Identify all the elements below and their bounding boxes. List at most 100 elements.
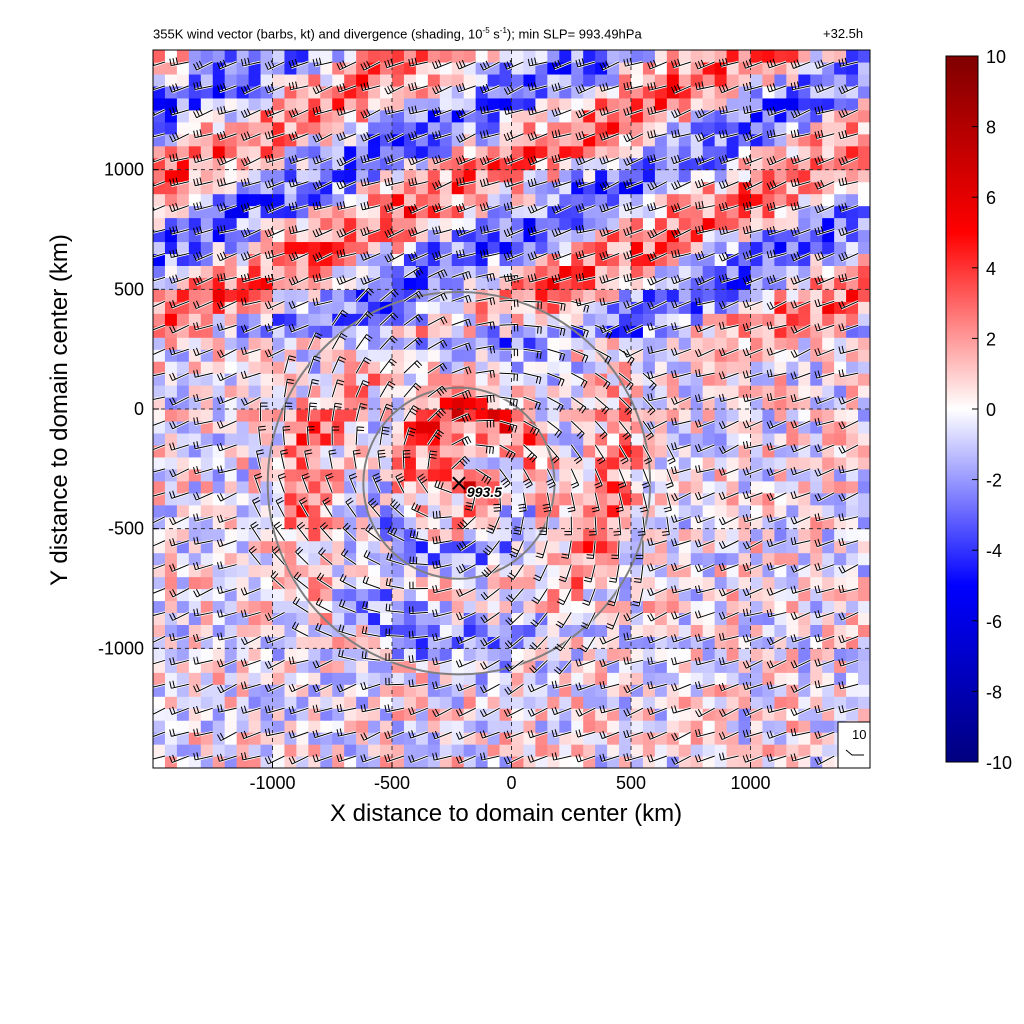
field-cell [571,313,584,326]
field-cell [308,409,321,422]
field-cell [188,361,202,374]
field-cell [702,193,716,207]
field-cell [631,624,644,637]
field-cell [308,492,321,506]
field-cell [678,600,692,614]
field-cell [714,648,728,661]
field-cell [212,576,226,590]
field-cell [858,564,870,578]
field-cell [236,50,250,63]
field-cell [858,277,870,290]
field-cell [451,193,465,207]
field-cell [595,552,608,566]
field-cell [153,50,166,63]
field-cell [678,528,692,542]
field-cell [344,564,357,578]
field-cell [702,456,716,470]
field-cell [487,444,501,458]
field-cell [535,217,548,231]
field-cell [427,480,441,494]
field-cell [738,337,752,350]
field-cell [451,744,465,757]
field-cell [678,217,692,231]
field-cell [403,612,417,625]
field-cell [726,73,740,87]
field-cell [320,313,333,326]
field-cell [702,145,716,159]
field-cell [475,492,489,506]
field-cell [403,277,417,290]
field-cell [332,73,345,87]
field-cell [786,504,799,518]
field-cell [320,361,333,374]
field-cell [475,349,489,362]
field-cell [368,373,381,386]
field-cell [762,361,775,374]
field-cell [463,217,477,231]
field-cell [666,708,680,721]
field-cell [380,265,393,278]
field-cell [164,217,178,231]
field-cell [200,480,214,494]
field-cell [535,480,548,494]
field-cell [559,576,572,590]
field-cell [834,169,847,183]
field-cell [607,97,620,111]
field-cell [642,576,656,590]
field-cell [690,432,704,446]
field-cell [547,720,560,733]
field-cell [308,672,321,685]
field-cell [260,624,274,637]
field-cell [750,337,764,350]
field-cell [475,576,489,590]
field-cell [344,373,357,386]
field-cell [224,480,238,494]
field-cell [619,756,632,768]
field-cell [786,121,799,135]
field-cell [619,253,632,266]
field-cell [439,552,453,566]
field-cell [607,385,620,398]
field-cell [762,205,775,219]
field-cell [356,540,369,554]
field-cell [762,648,775,661]
field-cell [595,337,608,350]
field-cell [403,696,417,709]
field-cell [427,397,441,410]
field-cell [439,277,453,290]
field-cell [380,432,393,446]
field-cell [547,612,560,625]
field-cell [200,361,214,374]
field-cell [487,744,501,757]
field-cell [176,313,190,326]
field-cell [427,504,441,518]
field-cell [392,373,405,386]
field-cell [212,480,226,494]
field-cell [188,528,202,542]
field-cell [523,409,536,422]
field-cell [631,504,644,518]
field-cell [619,313,632,326]
field-cell [188,648,202,661]
field-cell [774,121,787,135]
field-cell [702,361,716,374]
field-cell [212,540,226,554]
field-cell [619,265,632,278]
field-cell [714,504,728,518]
field-cell [810,301,823,314]
field-cell [619,552,632,566]
field-cell [427,552,441,566]
field-cell [415,97,429,111]
field-cell [439,456,453,470]
field-cell [463,73,477,87]
field-cell [619,409,632,422]
field-cell [451,756,465,768]
field-cell [296,516,309,530]
field-cell [475,552,489,566]
field-cell [750,50,764,63]
field-cell [236,492,250,506]
field-cell [260,576,274,590]
field-cell [631,432,644,446]
field-cell [619,193,632,207]
field-cell [344,265,357,278]
